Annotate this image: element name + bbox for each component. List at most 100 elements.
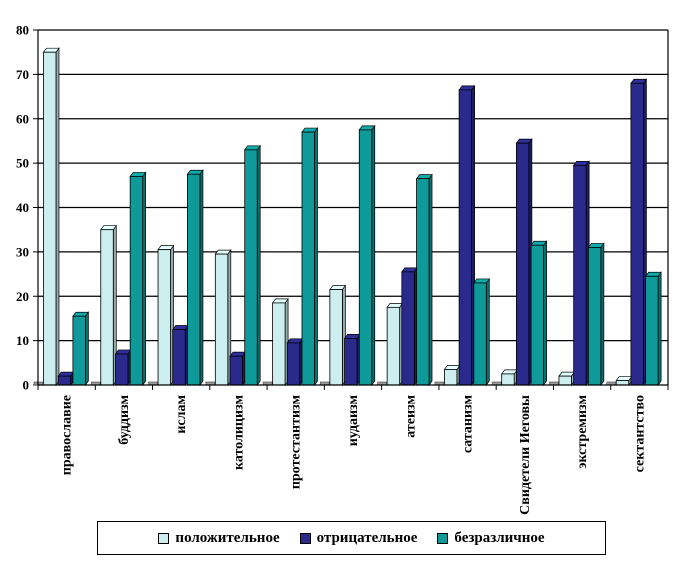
legend-item-positive: положительное — [158, 529, 280, 547]
x-category-label: Свидетели Иеговы — [518, 395, 533, 515]
x-category-label: иудаизм — [346, 395, 361, 447]
bar-side — [600, 242, 605, 387]
y-tick-label: 30 — [16, 244, 29, 259]
bar-top — [157, 245, 175, 251]
bar-1 — [57, 371, 75, 387]
bar-top — [301, 127, 319, 133]
bar-0 — [615, 375, 633, 387]
bar-side — [55, 47, 60, 387]
bar-front — [301, 131, 315, 386]
bar-front — [157, 249, 171, 386]
bar-front — [229, 355, 243, 386]
y-tick-label: 0 — [23, 378, 30, 393]
bar-top — [186, 169, 204, 175]
bar-top — [587, 243, 605, 248]
bar-top — [443, 365, 461, 370]
legend-label-positive: положительное — [175, 529, 280, 546]
bar-front — [172, 329, 186, 386]
bar-front — [386, 306, 401, 386]
bar-1 — [458, 84, 476, 387]
y-tick-label: 60 — [16, 111, 29, 126]
y-tick-label: 40 — [16, 200, 29, 215]
bar-top — [329, 285, 347, 290]
bar-top — [458, 85, 476, 91]
bar-side — [85, 311, 89, 387]
bar-front — [458, 89, 473, 386]
bar-front — [57, 375, 72, 386]
bar-front — [444, 369, 458, 386]
axes — [37, 30, 669, 390]
bar-front — [129, 176, 144, 386]
x-category-label: буддизм — [117, 395, 132, 445]
bar-1 — [172, 324, 189, 387]
bar-2 — [186, 169, 204, 387]
bar-front — [515, 142, 530, 386]
bar-side — [428, 173, 433, 387]
bar-top — [572, 160, 590, 166]
x-category-label: католицизм — [231, 395, 246, 470]
bar-front — [187, 173, 201, 386]
bar-front — [558, 375, 572, 386]
bar-front — [630, 82, 644, 386]
bar-2 — [301, 127, 319, 387]
bar-side — [657, 271, 662, 387]
bar-top — [244, 145, 261, 151]
bar-1 — [229, 351, 247, 387]
bar-0 — [500, 368, 518, 387]
x-axis-labels: православие буддизм ислам католицизм протест… — [60, 395, 648, 515]
bar-1 — [114, 348, 132, 387]
bar-front — [115, 353, 129, 386]
bar-1 — [572, 160, 590, 387]
y-tick-label: 70 — [16, 67, 29, 82]
bar-side — [142, 171, 147, 387]
bar-1 — [630, 78, 648, 387]
bar-top — [214, 249, 232, 255]
legend-swatch-positive — [158, 532, 170, 544]
x-category-label: сектантство — [632, 395, 647, 472]
bar-top — [630, 78, 648, 84]
bar-front — [329, 289, 343, 386]
x-category-label: атеизм — [403, 395, 418, 438]
bar-top — [129, 172, 147, 177]
bar-top — [401, 267, 419, 273]
bar-side — [256, 144, 261, 387]
bar-2 — [72, 311, 90, 387]
bar-2 — [129, 171, 147, 387]
bar-0 — [329, 284, 347, 387]
bar-side — [314, 127, 318, 387]
bar-front — [358, 129, 373, 386]
bar-0 — [214, 249, 232, 387]
bar-top — [271, 298, 289, 304]
y-tick-label: 10 — [16, 333, 29, 348]
x-category-label: экстремизм — [575, 395, 590, 469]
bar-2 — [644, 271, 662, 387]
bar-top — [229, 351, 247, 357]
y-tick-label: 20 — [16, 289, 29, 304]
bar-top — [530, 240, 548, 246]
bar-top — [415, 174, 433, 180]
x-category-label: ислам — [174, 395, 189, 434]
bar-0 — [386, 302, 404, 387]
bar-top — [644, 271, 662, 277]
bar-2 — [473, 277, 491, 387]
bar-front — [272, 302, 286, 386]
bar-top — [515, 138, 533, 144]
legend-label-negative: отрицательное — [316, 529, 418, 546]
bar-front — [615, 380, 630, 386]
bar-0 — [100, 224, 117, 387]
bar-top — [558, 371, 576, 377]
bar-front — [645, 275, 659, 386]
legend-swatch-indifferent — [437, 532, 449, 544]
bar-0 — [42, 47, 60, 387]
legend-item-negative: отрицательное — [299, 529, 418, 547]
bar-side — [485, 277, 490, 387]
bar-front — [416, 178, 430, 386]
bar-top — [473, 278, 491, 284]
legend-label-indifferent: безразличное — [454, 529, 545, 546]
bar-2 — [358, 124, 376, 387]
bar-1 — [286, 337, 304, 387]
bar-front — [473, 282, 487, 386]
bar-chart: 0 10 20 30 40 50 60 70 80 православие буддизм исла… — [16, 23, 669, 515]
bar-front — [43, 51, 57, 386]
bar-0 — [558, 371, 576, 387]
